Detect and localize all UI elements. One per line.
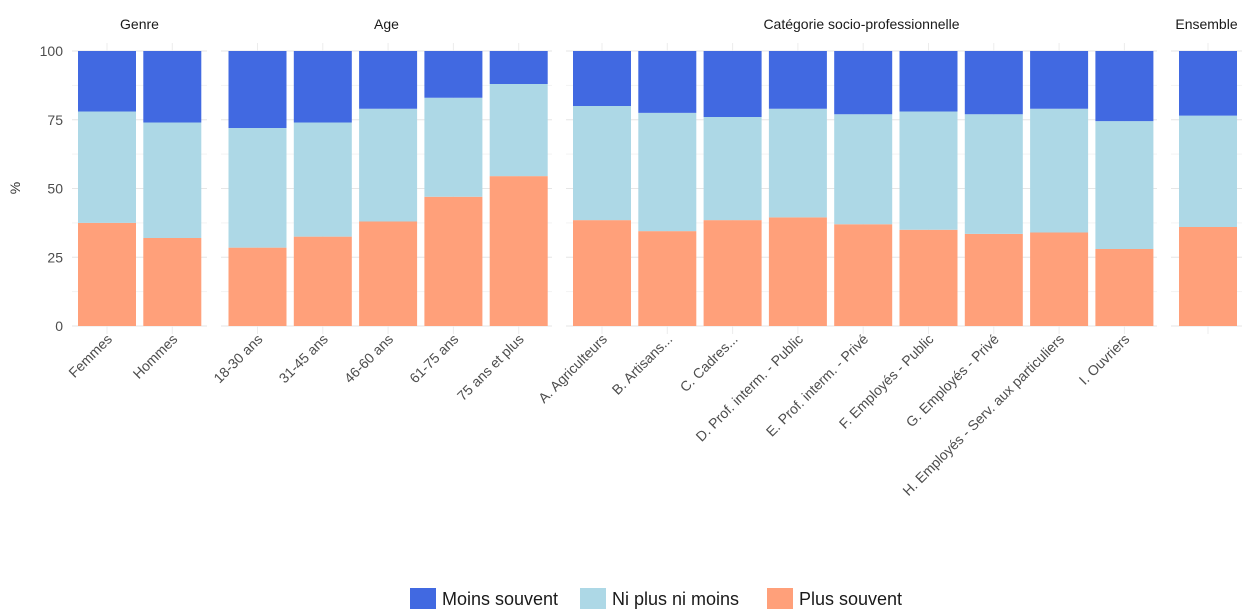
legend-label: Moins souvent xyxy=(442,589,558,609)
x-tick-label: 31-45 ans xyxy=(276,331,331,386)
x-tick-label: A. Agriculteurs xyxy=(535,331,610,406)
x-tick-label: I. Ouvriers xyxy=(1076,331,1133,388)
bar-segment xyxy=(834,114,893,225)
y-tick-label: 75 xyxy=(47,112,63,128)
y-tick-label: 0 xyxy=(55,318,63,334)
bar-segment xyxy=(1179,227,1237,326)
x-tick-label: 61-75 ans xyxy=(406,331,461,386)
bar-segment xyxy=(899,111,958,230)
legend-label: Ni plus ni moins xyxy=(612,589,739,609)
bar-segment xyxy=(573,51,631,106)
bar-segment xyxy=(768,51,827,109)
bar-segment xyxy=(143,122,202,238)
bar-segment xyxy=(293,122,352,237)
bar-segment xyxy=(1030,108,1089,233)
bar-segment xyxy=(489,84,548,177)
bar-segment xyxy=(703,117,762,221)
y-tick-label: 50 xyxy=(47,181,63,197)
bar-segment xyxy=(573,220,631,326)
y-axis-title: % xyxy=(7,182,23,194)
bar-segment xyxy=(1030,51,1089,109)
x-tick-label: 46-60 ans xyxy=(341,331,396,386)
bar-segment xyxy=(359,51,418,109)
x-tick-label: 18-30 ans xyxy=(210,331,265,386)
bar-segment xyxy=(899,229,958,326)
bar-segment xyxy=(78,51,136,112)
bar-segment xyxy=(1030,232,1089,326)
panel-title: Catégorie socio-professionnelle xyxy=(763,16,959,32)
bar-segment xyxy=(834,51,893,115)
y-tick-label: 100 xyxy=(40,43,64,59)
bar-segment xyxy=(489,176,548,326)
bar-segment xyxy=(638,231,697,326)
bar-segment xyxy=(964,233,1023,326)
legend-swatch xyxy=(580,588,606,609)
bar-segment xyxy=(359,221,418,326)
bar-segment xyxy=(964,114,1023,234)
bar-segment xyxy=(1095,121,1154,249)
bar-segment xyxy=(143,238,202,326)
x-tick-label: Femmes xyxy=(65,331,115,381)
x-tick-label: B. Artisans... xyxy=(609,331,676,398)
bar-segment xyxy=(1179,51,1237,116)
bar-segment xyxy=(359,108,418,222)
x-tick-label: D. Prof. interm. - Public xyxy=(692,331,806,445)
bar-segment xyxy=(703,220,762,326)
y-tick-label: 25 xyxy=(47,249,63,265)
bar-segment xyxy=(768,108,827,218)
bar-segment xyxy=(1179,115,1237,227)
bar-segment xyxy=(78,111,136,223)
bar-segment xyxy=(228,128,287,248)
legend-swatch xyxy=(767,588,793,609)
bar-segment xyxy=(834,224,893,326)
bar-segment xyxy=(424,97,483,197)
bar-segment xyxy=(703,51,762,117)
bar-segment xyxy=(964,51,1023,115)
bar-segment xyxy=(768,217,827,326)
bar-segment xyxy=(424,51,483,98)
bar-segment xyxy=(638,112,697,232)
bar-segment xyxy=(228,247,287,326)
bar-segment xyxy=(1095,249,1154,326)
bar-segment xyxy=(489,51,548,84)
bar-segment xyxy=(573,106,631,221)
bar-segment xyxy=(899,51,958,112)
panel-title: Age xyxy=(374,16,399,32)
bar-segment xyxy=(228,51,287,128)
panel-title: Genre xyxy=(120,16,159,32)
x-tick-label: 75 ans et plus xyxy=(454,331,527,404)
x-tick-label: Hommes xyxy=(129,331,180,382)
bar-segment xyxy=(78,222,136,326)
legend-label: Plus souvent xyxy=(799,589,902,609)
bar-segment xyxy=(1095,51,1154,122)
bar-segment xyxy=(638,51,697,113)
bar-segment xyxy=(143,51,202,123)
legend-swatch xyxy=(410,588,436,609)
bar-segment xyxy=(293,51,352,123)
panel-title: Ensemble xyxy=(1175,16,1237,32)
bar-segment xyxy=(293,236,352,326)
bar-segment xyxy=(424,196,483,326)
x-tick-label: C. Cadres... xyxy=(677,331,741,395)
